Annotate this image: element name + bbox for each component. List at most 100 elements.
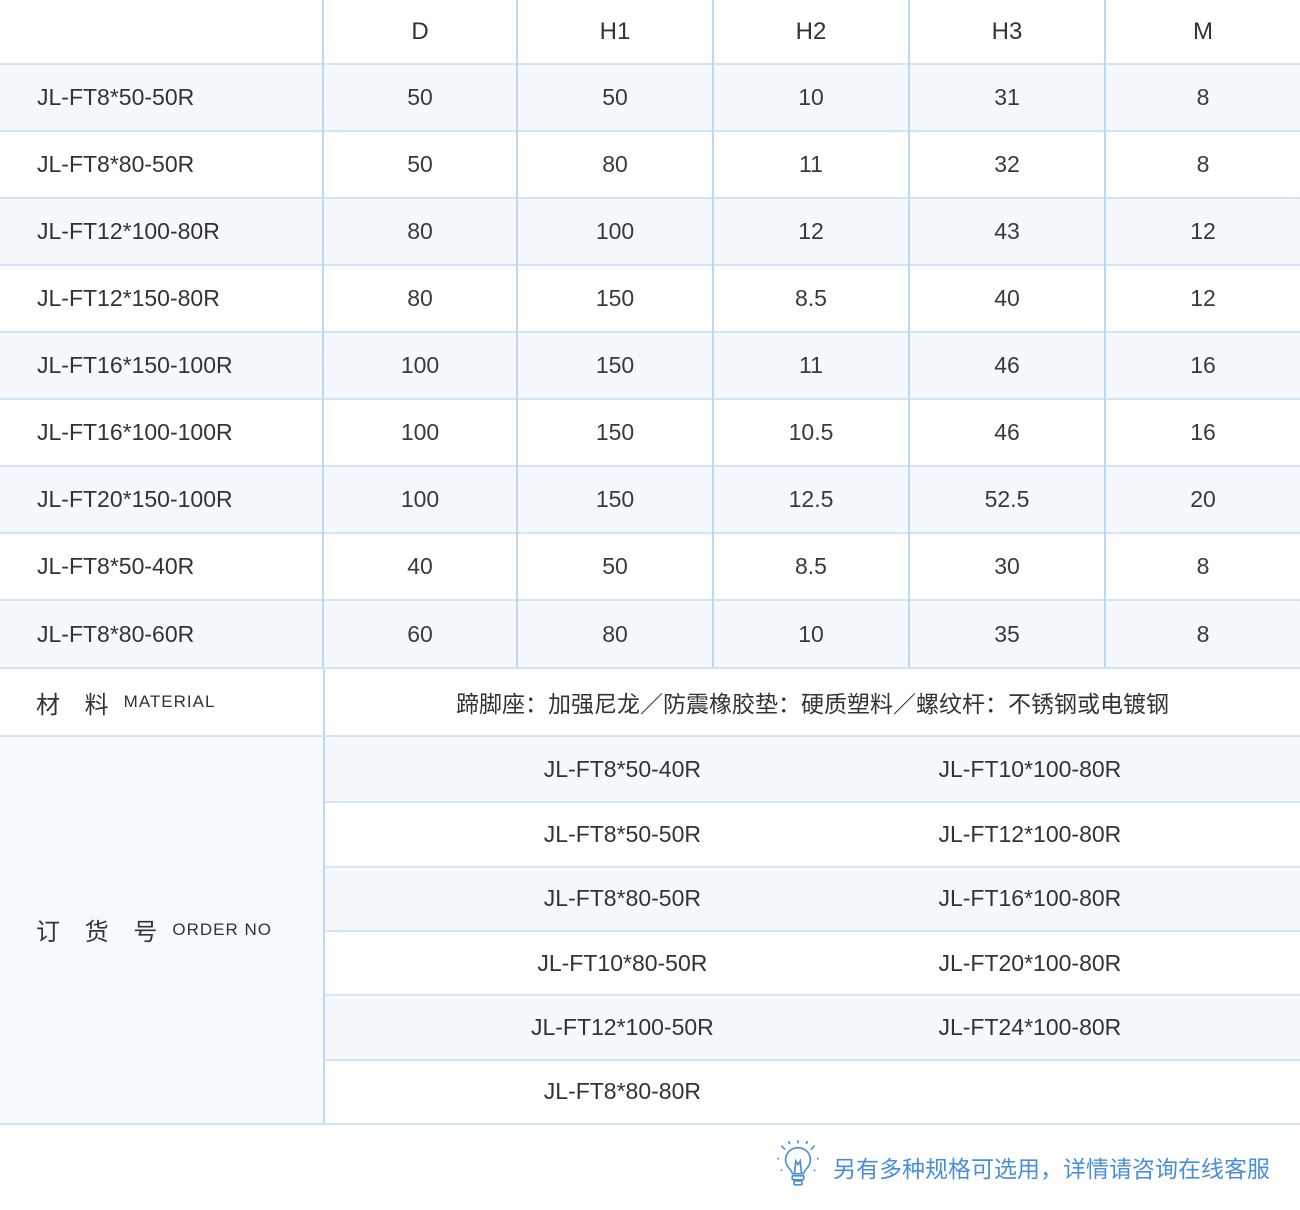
value-cell: 10 xyxy=(712,63,909,131)
order-number: JL-FT10*100-80R xyxy=(938,755,1122,782)
value-cell: 50 xyxy=(322,130,517,198)
value-cell: 11 xyxy=(712,130,909,198)
note-text: 另有多种规格可选用，详情请咨询在线客服 xyxy=(833,1156,1270,1183)
order-number: JL-FT12*100-80R xyxy=(938,820,1122,847)
model-cell: JL-FT8*50-40R xyxy=(0,532,323,600)
value-cell: 11 xyxy=(712,331,909,399)
value-cell: 8.5 xyxy=(712,532,909,600)
value-cell: 46 xyxy=(908,398,1105,466)
table-row: JL-FT12*150-80R 80 150 8.5 40 12 xyxy=(0,264,1300,332)
order-row: JL-FT8*50-40R JL-FT10*100-80R xyxy=(325,737,1300,802)
value-cell: 31 xyxy=(908,63,1105,131)
table-row: JL-FT20*150-100R 100 150 12.5 52.5 20 xyxy=(0,465,1300,533)
value-cell: 50 xyxy=(516,63,713,131)
column-header: D xyxy=(322,0,517,64)
order-row: JL-FT12*100-50R JL-FT24*100-80R xyxy=(325,994,1300,1059)
value-cell: 12 xyxy=(1104,197,1300,265)
order-number: JL-FT24*100-80R xyxy=(938,1013,1122,1040)
value-cell: 100 xyxy=(516,197,713,265)
order-number: JL-FT8*80-80R xyxy=(543,1078,701,1105)
value-cell: 150 xyxy=(516,398,713,466)
material-label: 材 料 MATERIAL xyxy=(0,669,323,735)
column-header: H1 xyxy=(516,0,713,64)
order-number: JL-FT8*50-40R xyxy=(543,755,701,782)
order-number: JL-FT12*100-50R xyxy=(530,1013,714,1040)
value-cell: 16 xyxy=(1104,398,1300,466)
footer-note: 另有多种规格可选用，详情请咨询在线客服 xyxy=(0,1125,1300,1210)
corner-cell xyxy=(0,0,323,64)
model-cell: JL-FT16*100-100R xyxy=(0,398,323,466)
value-cell: 8.5 xyxy=(712,264,909,332)
table-row: JL-FT8*50-50R 50 50 10 31 8 xyxy=(0,63,1300,131)
material-label-en: MATERIAL xyxy=(123,692,216,711)
value-cell: 16 xyxy=(1104,331,1300,399)
value-cell: 80 xyxy=(516,130,713,198)
order-number: JL-FT16*100-80R xyxy=(938,885,1122,912)
model-cell: JL-FT16*150-100R xyxy=(0,331,323,399)
order-number: JL-FT8*50-50R xyxy=(543,820,701,847)
value-cell: 80 xyxy=(516,599,713,667)
order-number: JL-FT8*80-50R xyxy=(543,885,701,912)
column-header: M xyxy=(1104,0,1300,64)
order-number: JL-FT10*80-50R xyxy=(537,949,708,976)
model-cell: JL-FT20*150-100R xyxy=(0,465,323,533)
order-row: JL-FT10*80-50R JL-FT20*100-80R xyxy=(325,929,1300,994)
order-no-label: 订 货 号 ORDER NO xyxy=(0,737,323,1123)
column-header: H3 xyxy=(908,0,1105,64)
value-cell: 50 xyxy=(322,63,517,131)
order-number-list: JL-FT8*50-40R JL-FT10*100-80R JL-FT8*50-50… xyxy=(323,737,1300,1123)
table-row: JL-FT8*80-60R 60 80 10 35 8 xyxy=(0,599,1300,667)
model-cell: JL-FT12*150-80R xyxy=(0,264,323,332)
table-row: JL-FT12*100-80R 80 100 12 43 12 xyxy=(0,197,1300,265)
spec-header-row: D H1 H2 H3 M xyxy=(0,0,1300,64)
value-cell: 46 xyxy=(908,331,1105,399)
spec-table: D H1 H2 H3 M JL-FT8*50-50R 50 50 10 31 8 JL-FT8*80… xyxy=(0,0,1300,667)
order-label-cn: 订 货 号 xyxy=(36,919,167,947)
table-row: JL-FT16*150-100R 100 150 11 46 16 xyxy=(0,331,1300,399)
value-cell: 10.5 xyxy=(712,398,909,466)
value-cell: 80 xyxy=(322,264,517,332)
order-number: JL-FT20*100-80R xyxy=(938,949,1122,976)
value-cell: 60 xyxy=(322,599,517,667)
value-cell: 100 xyxy=(322,465,517,533)
value-cell: 35 xyxy=(908,599,1105,667)
value-cell: 100 xyxy=(322,331,517,399)
material-label-cn: 材 料 xyxy=(36,691,118,719)
value-cell: 100 xyxy=(322,398,517,466)
value-cell: 150 xyxy=(516,465,713,533)
table-row: JL-FT8*50-40R 40 50 8.5 30 8 xyxy=(0,532,1300,600)
value-cell: 12 xyxy=(712,197,909,265)
value-cell: 40 xyxy=(322,532,517,600)
order-row: JL-FT8*80-50R JL-FT16*100-80R xyxy=(325,865,1300,930)
value-cell: 150 xyxy=(516,331,713,399)
value-cell: 8 xyxy=(1104,532,1300,600)
model-cell: JL-FT8*80-60R xyxy=(0,599,323,667)
value-cell: 80 xyxy=(322,197,517,265)
value-cell: 12 xyxy=(1104,264,1300,332)
column-header: H2 xyxy=(712,0,909,64)
value-cell: 20 xyxy=(1104,465,1300,533)
lightbulb-icon xyxy=(777,1140,819,1187)
material-row: 材 料 MATERIAL 蹄脚座：加强尼龙／防震橡胶垫：硬质塑料／螺纹杆：不锈钢… xyxy=(0,667,1300,737)
table-row: JL-FT16*100-100R 100 150 10.5 46 16 xyxy=(0,398,1300,466)
value-cell: 12.5 xyxy=(712,465,909,533)
value-cell: 30 xyxy=(908,532,1105,600)
value-cell: 8 xyxy=(1104,599,1300,667)
order-label-en: ORDER NO xyxy=(172,919,272,939)
value-cell: 50 xyxy=(516,532,713,600)
value-cell: 52.5 xyxy=(908,465,1105,533)
material-description: 蹄脚座：加强尼龙／防震橡胶垫：硬质塑料／螺纹杆：不锈钢或电镀钢 xyxy=(323,669,1300,735)
value-cell: 8 xyxy=(1104,130,1300,198)
value-cell: 32 xyxy=(908,130,1105,198)
value-cell: 43 xyxy=(908,197,1105,265)
value-cell: 40 xyxy=(908,264,1105,332)
model-cell: JL-FT12*100-80R xyxy=(0,197,323,265)
value-cell: 150 xyxy=(516,264,713,332)
order-row: JL-FT8*80-80R xyxy=(325,1058,1300,1123)
value-cell: 8 xyxy=(1104,63,1300,131)
order-section: 订 货 号 ORDER NO JL-FT8*50-40R JL-FT10*100-… xyxy=(0,737,1300,1125)
model-cell: JL-FT8*80-50R xyxy=(0,130,323,198)
value-cell: 10 xyxy=(712,599,909,667)
model-cell: JL-FT8*50-50R xyxy=(0,63,323,131)
